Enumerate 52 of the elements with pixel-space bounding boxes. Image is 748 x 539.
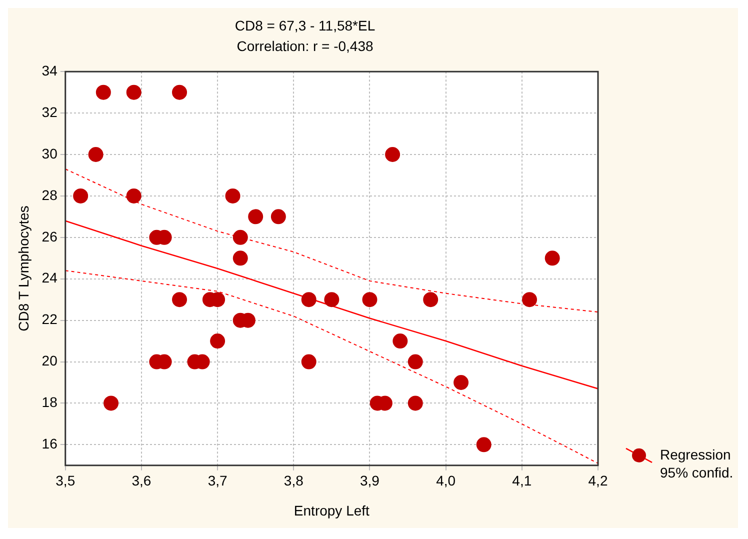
x-tick-label: 3,6 bbox=[132, 472, 152, 489]
y-axis-title: CD8 T Lymphocytes bbox=[15, 206, 32, 332]
point bbox=[362, 292, 378, 308]
point bbox=[104, 396, 119, 411]
y-tick-label: 22 bbox=[42, 311, 58, 328]
chart-subtitle: Correlation: r = -0,438 bbox=[236, 38, 374, 54]
y-tick-label: 30 bbox=[42, 145, 58, 162]
point bbox=[88, 147, 104, 162]
x-tick-label: 3,7 bbox=[208, 472, 228, 489]
point bbox=[392, 334, 408, 349]
point bbox=[248, 209, 264, 224]
point bbox=[172, 292, 188, 308]
point bbox=[522, 292, 538, 308]
point bbox=[408, 354, 423, 370]
x-tick-label: 3,5 bbox=[56, 472, 76, 489]
point bbox=[301, 292, 316, 308]
point bbox=[544, 250, 560, 266]
point bbox=[454, 374, 469, 390]
point bbox=[232, 250, 248, 266]
point bbox=[423, 292, 438, 308]
chart-title: CD8 = 67,3 - 11,58*EL bbox=[234, 17, 376, 34]
y-tick-label: 26 bbox=[42, 228, 58, 244]
point bbox=[96, 84, 111, 100]
point bbox=[225, 188, 240, 204]
x-tick-label: 4,0 bbox=[436, 472, 456, 489]
point bbox=[172, 84, 188, 100]
point bbox=[126, 188, 142, 204]
x-tick-label: 3,8 bbox=[284, 472, 304, 489]
point bbox=[408, 396, 423, 411]
point bbox=[232, 230, 248, 245]
y-tick-label: 34 bbox=[42, 62, 58, 78]
y-tick-label: 16 bbox=[42, 436, 58, 452]
point bbox=[476, 437, 492, 452]
point bbox=[210, 334, 226, 349]
y-tick-label: 32 bbox=[42, 104, 58, 120]
x-axis-title: Entropy Left bbox=[294, 502, 370, 518]
point bbox=[324, 292, 340, 308]
point bbox=[301, 354, 316, 370]
y-tick-label: 28 bbox=[42, 186, 58, 203]
y-tick-label: 20 bbox=[42, 352, 58, 369]
point bbox=[385, 147, 400, 162]
y-tick-label: 18 bbox=[42, 394, 58, 410]
point bbox=[270, 209, 286, 224]
line-series bbox=[65, 168, 598, 313]
x-tick-label: 3,9 bbox=[360, 472, 380, 489]
x-tick-label: 4,1 bbox=[512, 472, 532, 489]
point bbox=[126, 84, 142, 100]
legend-label: Regression 95% confid. bbox=[660, 446, 734, 480]
x-tick-label: 4,2 bbox=[588, 472, 608, 489]
y-tick-label: 24 bbox=[42, 270, 58, 286]
line-series bbox=[65, 270, 598, 464]
point bbox=[73, 188, 88, 204]
